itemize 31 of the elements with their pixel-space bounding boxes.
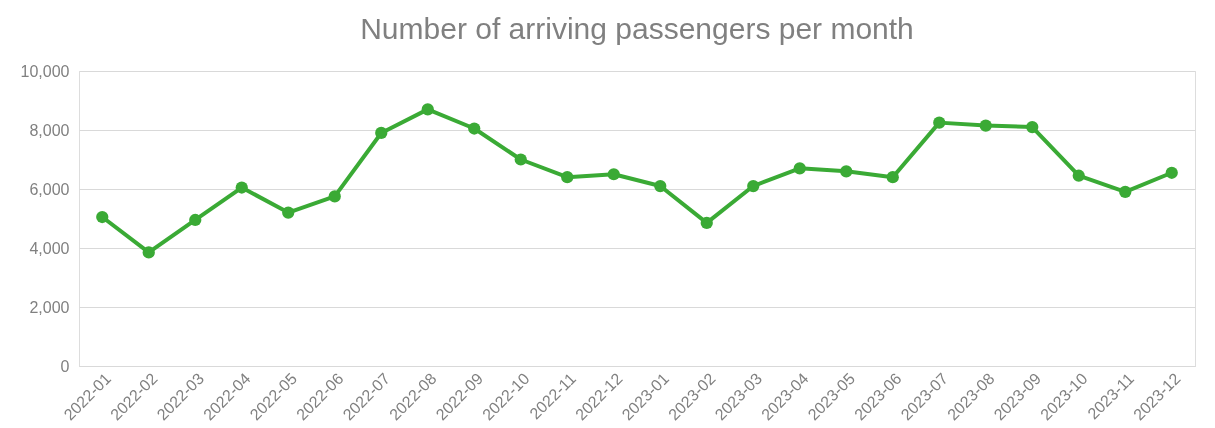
point <box>654 179 667 193</box>
point <box>979 119 992 132</box>
y-tick-label: 6,000 <box>29 180 70 198</box>
point <box>607 168 620 181</box>
point <box>328 190 341 203</box>
point <box>793 162 806 175</box>
y-tick-label: 10,000 <box>20 62 70 80</box>
y-tick-label: 2,000 <box>29 298 70 316</box>
y-tick-label: 0 <box>60 357 70 375</box>
point <box>282 206 295 219</box>
y-tick-label: 4,000 <box>29 239 70 257</box>
point <box>1165 166 1178 179</box>
point <box>747 179 760 193</box>
point <box>561 171 574 184</box>
point <box>421 103 434 116</box>
point <box>933 116 946 129</box>
point <box>96 210 109 224</box>
point <box>1026 120 1039 134</box>
point <box>1072 169 1085 182</box>
point <box>142 246 155 259</box>
y-tick-label: 8,000 <box>29 121 70 139</box>
point <box>375 126 388 140</box>
point <box>1119 185 1132 199</box>
point <box>189 213 202 227</box>
point <box>468 122 481 135</box>
point <box>700 216 713 230</box>
point <box>514 153 527 166</box>
chart-title: Number of arriving passengers per month <box>360 12 914 45</box>
point <box>886 171 899 184</box>
point <box>235 181 248 194</box>
point <box>840 165 853 178</box>
